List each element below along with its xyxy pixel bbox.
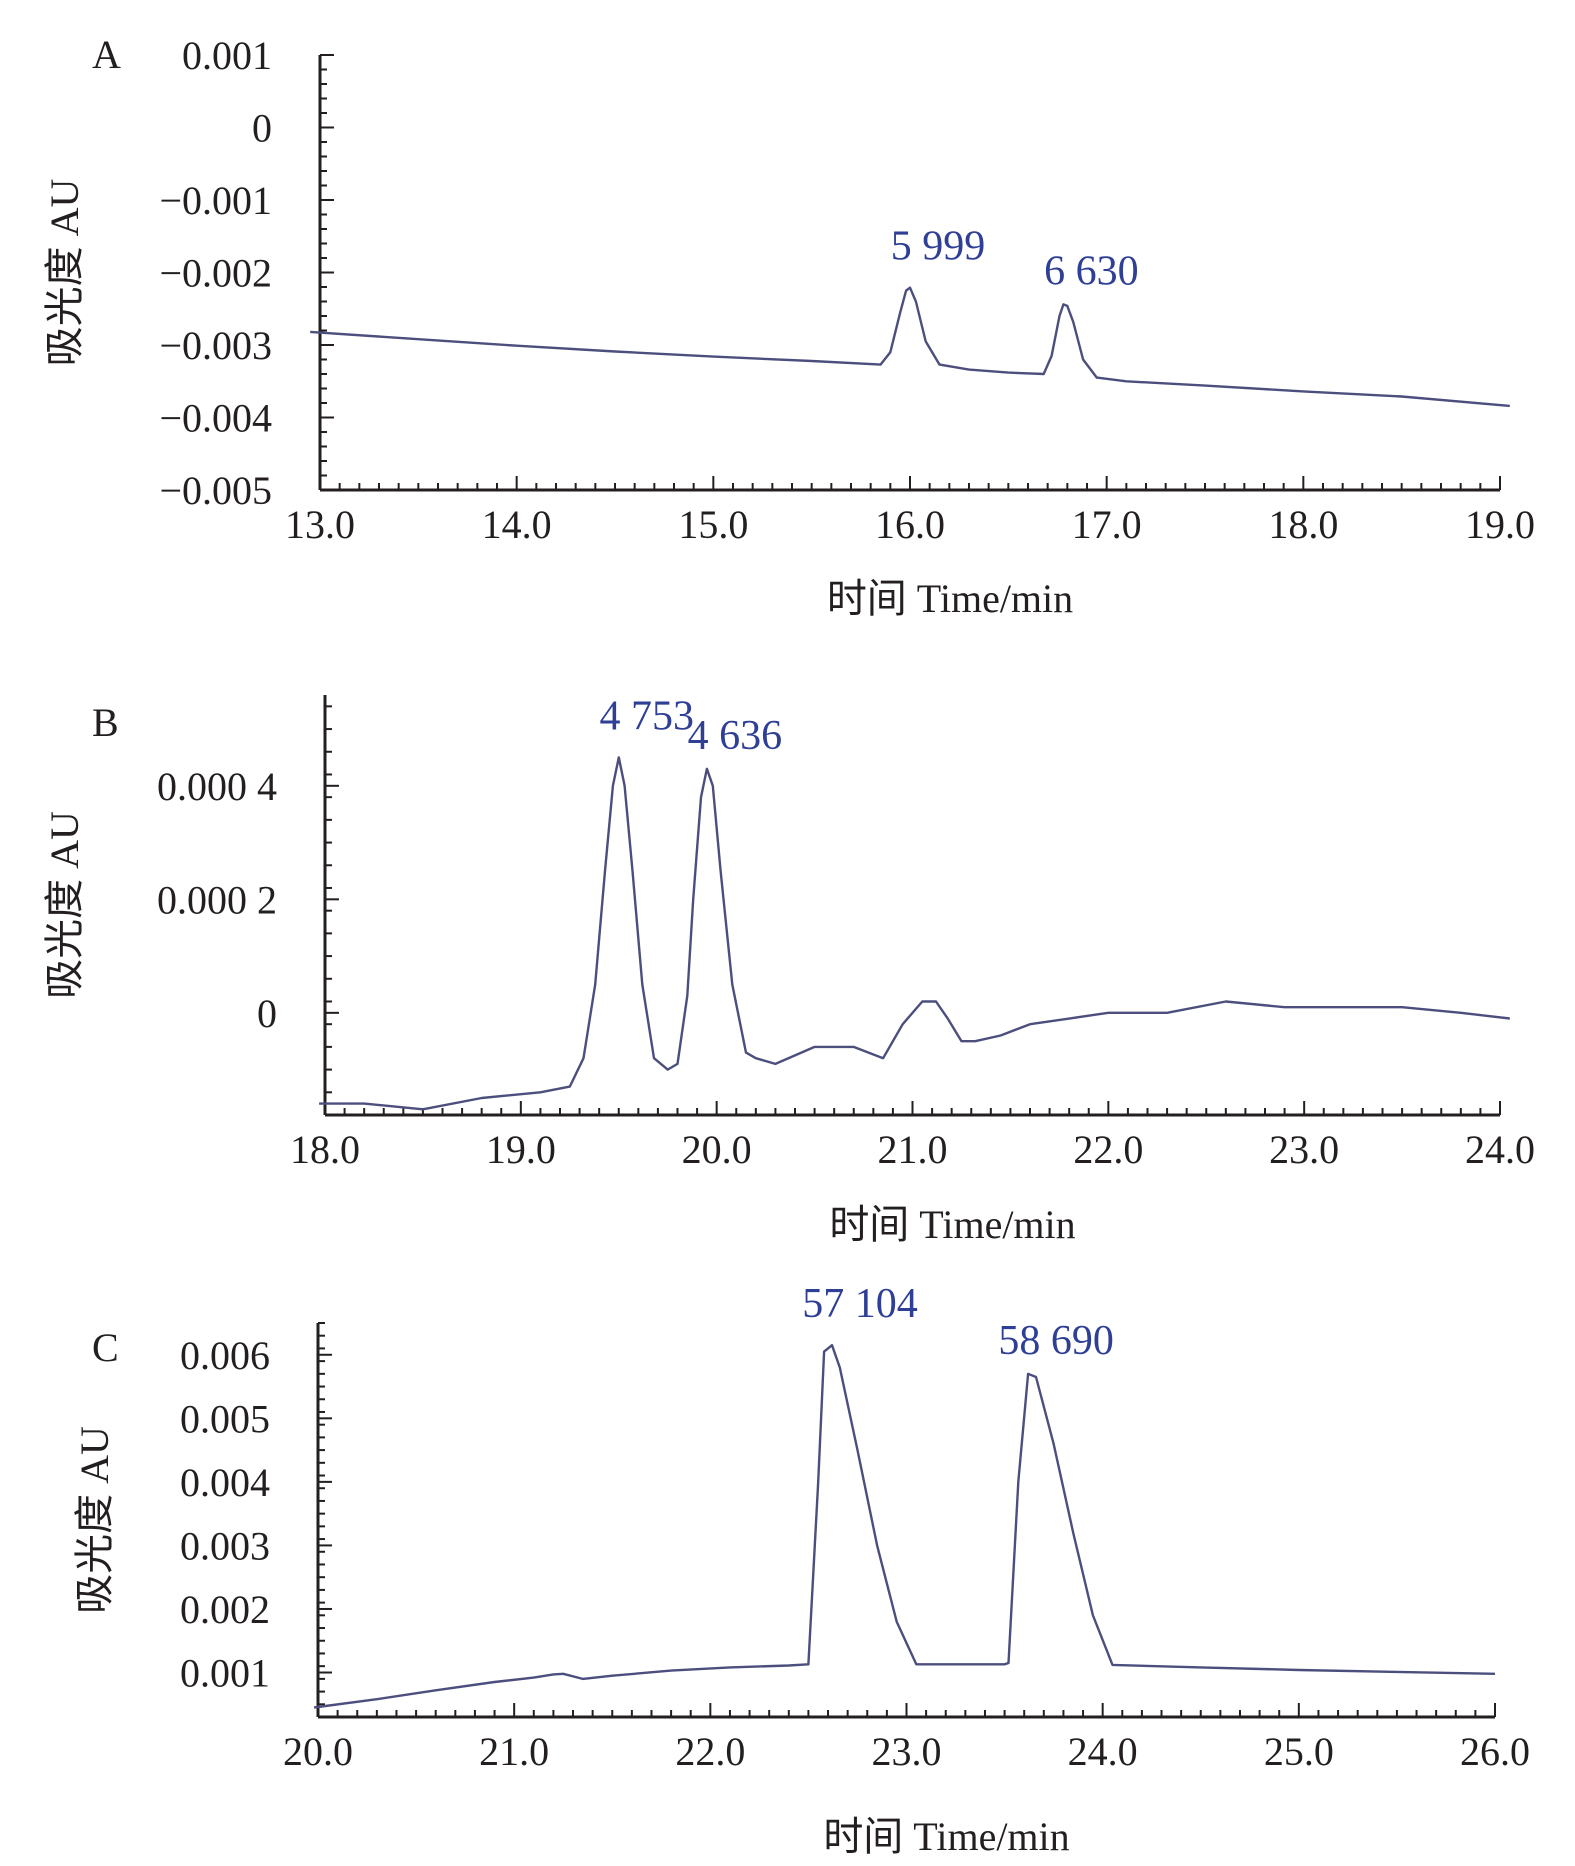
chart-panel-c: C 20.0 21.0 22.0 23.0 24.0 25.0 26.0 0.006 0.005 0…: [72, 1281, 1530, 1859]
x-tick-label: 21.0: [479, 1729, 549, 1774]
y-axis-title: 吸光度 AU: [72, 1426, 117, 1614]
y-tick-label: 0: [252, 106, 272, 151]
x-tick-label: 16.0: [875, 502, 945, 547]
y-tick-label: 0.004: [180, 1460, 270, 1505]
x-tick-label: 19.0: [486, 1127, 556, 1172]
panel-letter: C: [92, 1325, 119, 1370]
y-tick-label: −0.002: [159, 251, 272, 296]
x-axis-title: 时间 Time/min: [823, 1814, 1069, 1859]
peak-area-label: 57 104: [802, 1281, 918, 1327]
y-tick-label: −0.003: [159, 323, 272, 368]
panel-letter: B: [92, 700, 119, 745]
x-tick-label: 20.0: [682, 1127, 752, 1172]
chromatogram-trace: [310, 286, 1510, 408]
y-tick-label: 0.001: [180, 1651, 270, 1696]
chromatogram-trace: [313, 1343, 1496, 1709]
x-tick-label: 18.0: [290, 1127, 360, 1172]
x-tick-label: 17.0: [1072, 502, 1142, 547]
panel-letter: A: [92, 32, 121, 77]
peak-area-label: 5 999: [891, 224, 986, 270]
x-tick-label: 23.0: [872, 1729, 942, 1774]
y-tick-label: −0.005: [159, 468, 272, 513]
y-tick-label: 0.000 2: [157, 877, 277, 922]
y-tick-label: 0.000 4: [157, 764, 277, 809]
y-tick-label: 0: [257, 991, 277, 1036]
chart-panel-b: B 18.0 19.0 20.0 21.0 22.0 23.0 24.0 0.000 4 0.00…: [42, 693, 1535, 1247]
x-tick-label: 14.0: [482, 502, 552, 547]
x-tick-label: 23.0: [1269, 1127, 1339, 1172]
x-tick-label: 13.0: [285, 502, 355, 547]
x-tick-label: 21.0: [878, 1127, 948, 1172]
x-tick-label: 15.0: [678, 502, 748, 547]
y-axis-title: 吸光度 AU: [42, 811, 87, 999]
y-tick-label: 0.006: [180, 1333, 270, 1378]
peak-area-label: 6 630: [1044, 248, 1139, 294]
x-tick-label: 24.0: [1068, 1729, 1138, 1774]
x-tick-label: 22.0: [1073, 1127, 1143, 1172]
x-tick-label: 20.0: [283, 1729, 353, 1774]
x-tick-label: 25.0: [1264, 1729, 1334, 1774]
y-axis-title: 吸光度 AU: [42, 179, 87, 367]
chart-panel-a: A 13.0 14.0 15.0 16.0 17.0 18.0 19.0 0.001 0 −0.00…: [42, 32, 1535, 621]
y-tick-label: 0.001: [182, 33, 272, 78]
x-tick-label: 24.0: [1465, 1127, 1535, 1172]
peak-area-label: 4 636: [688, 713, 783, 759]
x-tick-label: 22.0: [675, 1729, 745, 1774]
chromatogram-trace: [319, 756, 1510, 1111]
y-tick-label: 0.002: [180, 1587, 270, 1632]
y-tick-label: −0.001: [159, 178, 272, 223]
x-axis-title: 时间 Time/min: [829, 1202, 1075, 1247]
x-tick-label: 26.0: [1460, 1729, 1530, 1774]
y-tick-label: −0.004: [159, 396, 272, 441]
peak-area-label: 58 690: [998, 1318, 1114, 1364]
peak-area-label: 4 753: [600, 693, 695, 739]
x-tick-label: 18.0: [1268, 502, 1338, 547]
x-axis-title: 时间 Time/min: [827, 576, 1073, 621]
x-tick-label: 19.0: [1465, 502, 1535, 547]
y-tick-label: 0.003: [180, 1523, 270, 1568]
y-tick-label: 0.005: [180, 1396, 270, 1441]
